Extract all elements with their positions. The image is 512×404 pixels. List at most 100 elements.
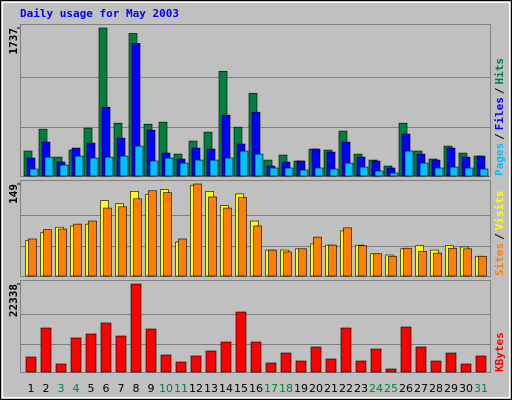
bar (40, 327, 52, 373)
legend-entry: Sites (493, 243, 506, 276)
legend-entry: KBytes (493, 332, 506, 372)
bar (220, 341, 232, 373)
bar (434, 167, 444, 177)
x-tick-label: 19 (294, 382, 308, 395)
bar (340, 327, 352, 373)
bar (134, 145, 144, 177)
bar (148, 190, 157, 277)
x-tick-label: 13 (204, 382, 218, 395)
bar (178, 238, 187, 277)
bar (28, 238, 37, 277)
bar (295, 360, 307, 373)
x-tick-label: 15 (234, 382, 248, 395)
bar (89, 157, 99, 177)
bar (265, 362, 277, 373)
chart-title: Daily usage for May 2003 (20, 7, 179, 20)
bar (419, 162, 429, 177)
bar (29, 168, 39, 177)
x-tick-label: 29 (444, 382, 458, 395)
bar (103, 207, 112, 277)
bar (433, 252, 442, 277)
bar (149, 160, 159, 177)
bar (359, 166, 369, 177)
bar (284, 167, 294, 177)
bar (58, 228, 67, 277)
bar (448, 247, 457, 277)
bar (254, 153, 264, 177)
bar (298, 248, 307, 277)
bar (44, 156, 54, 177)
bar (59, 164, 69, 177)
bar (190, 355, 202, 373)
bar (100, 322, 112, 373)
legend-separator: / (493, 233, 506, 240)
bar (449, 166, 459, 177)
x-tick-label: 30 (459, 382, 473, 395)
bar (224, 157, 234, 177)
bar (388, 255, 397, 277)
x-tick-label: 16 (249, 382, 263, 395)
bar (104, 156, 114, 177)
panels (20, 24, 491, 373)
bar (175, 361, 187, 373)
bar (415, 346, 427, 373)
bar (358, 245, 367, 277)
bar (88, 220, 97, 277)
bar (25, 356, 37, 373)
x-tick-label: 27 (414, 382, 428, 395)
bar (268, 249, 277, 277)
bar (223, 207, 232, 277)
x-tick-label: 12 (189, 382, 203, 395)
bar (370, 348, 382, 373)
bar (385, 368, 397, 373)
outer-bevel (2, 2, 510, 398)
bar (479, 168, 489, 177)
legend: KBytes (493, 332, 506, 372)
legend-entry: Files (493, 97, 506, 130)
bar (329, 168, 339, 177)
bar (235, 311, 247, 373)
bar (164, 157, 174, 177)
bar (389, 172, 399, 177)
x-tick-label: 3 (58, 382, 65, 395)
bar (283, 251, 292, 277)
bar (85, 333, 97, 373)
x-tick-label: 5 (88, 382, 95, 395)
bar (145, 328, 157, 373)
bar (43, 229, 52, 277)
bar (400, 326, 412, 373)
bar (478, 255, 487, 277)
bar (208, 196, 217, 277)
bar (115, 335, 127, 373)
bar (464, 167, 474, 177)
bar (374, 170, 384, 177)
bar (238, 197, 247, 277)
x-tick-label: 1 (28, 382, 35, 395)
bar (269, 167, 279, 177)
x-tick-label: 10 (159, 382, 173, 395)
bar (239, 150, 249, 177)
legend-entry: Visits (493, 191, 506, 231)
x-tick-label: 4 (73, 382, 80, 395)
bar (403, 247, 412, 277)
x-tick-label: 26 (399, 382, 413, 395)
bar (179, 162, 189, 177)
legend-entry: Hits (493, 58, 506, 85)
bar (404, 150, 414, 177)
bar (250, 341, 262, 373)
bar (209, 159, 219, 177)
x-tick-label: 21 (324, 382, 338, 395)
bar (445, 352, 457, 373)
x-tick-label: 25 (384, 382, 398, 395)
bar (160, 354, 172, 373)
bar (74, 155, 84, 177)
bar (373, 253, 382, 277)
bar (355, 360, 367, 373)
bar (70, 337, 82, 373)
x-tick-label: 7 (118, 382, 125, 395)
x-tick-label: 18 (279, 382, 293, 395)
bar (475, 355, 487, 373)
legend: Sites / Visits (493, 191, 506, 277)
bar (460, 363, 472, 373)
